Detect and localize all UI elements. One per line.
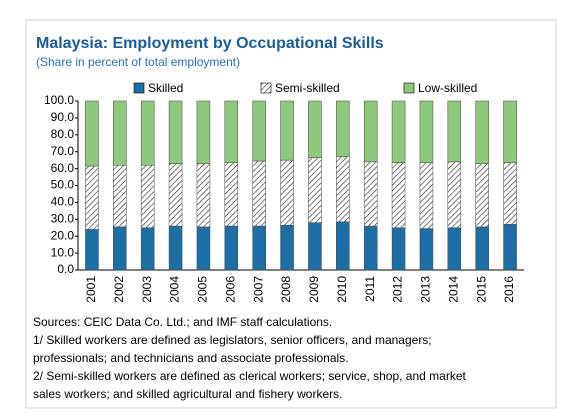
bar-segment (308, 100, 322, 158)
bar-segment (419, 228, 434, 271)
x-tick-label: 2009 (307, 276, 321, 303)
x-tick-label: 2002 (112, 276, 126, 303)
bar-segment (363, 225, 378, 271)
bar-segment (419, 100, 434, 163)
bar-segment (503, 162, 517, 225)
x-tick-label: 2001 (84, 276, 98, 303)
bar-segment (475, 226, 489, 271)
legend-label: Semi-skilled (275, 81, 340, 95)
x-tick-label: 2014 (446, 276, 460, 303)
note: sales workers; and skilled agricultural … (33, 387, 342, 401)
bar-segment (196, 100, 211, 164)
x-tick-label: 2016 (502, 276, 516, 303)
chart-subtitle: (Share in percent of total employment) (36, 55, 240, 69)
bar-segment (252, 225, 266, 271)
bar-segment (224, 162, 239, 227)
bar-segment (363, 161, 378, 227)
bar-segment (475, 163, 489, 228)
bar-segment (447, 227, 462, 271)
legend-swatch (260, 82, 272, 94)
x-tick-label: 2015 (474, 276, 488, 303)
bar-segment (85, 165, 99, 230)
bar-segment (336, 100, 350, 158)
bar-segment (280, 100, 294, 161)
note: 2/ Semi-skilled workers are defined as c… (33, 369, 466, 383)
note: Sources: CEIC Data Co. Ltd.; and IMF sta… (33, 315, 332, 329)
y-tick-label: 100.0 (44, 93, 74, 107)
bar-segment (140, 227, 155, 271)
bar-segment (280, 159, 294, 226)
bar-segment (168, 225, 183, 271)
bar-segment (252, 160, 266, 227)
bar-segment (113, 226, 127, 271)
bar-segment (447, 100, 462, 163)
bar-segment (224, 100, 239, 163)
y-tick-label: 60.0 (51, 161, 75, 175)
bar-segment (280, 224, 294, 271)
bar-segment (113, 100, 127, 166)
bar-segment (308, 222, 322, 271)
x-tick-label: 2003 (140, 276, 154, 303)
y-tick-label: 10.0 (51, 245, 75, 259)
bar-segment (85, 100, 99, 167)
bar-segment (503, 100, 517, 163)
bar-segment (252, 100, 266, 162)
legend-swatch (403, 82, 415, 94)
bar-segment (308, 157, 322, 223)
bar-segment (503, 224, 517, 271)
y-tick-label: 40.0 (51, 195, 75, 209)
legend-swatch (133, 82, 145, 94)
bar-segment (475, 100, 489, 164)
x-tick-label: 2012 (391, 276, 405, 303)
legend-label: Skilled (148, 81, 183, 95)
y-tick-label: 0.0 (57, 262, 74, 276)
y-tick-label: 20.0 (51, 228, 75, 242)
note: professionals; and technicians and assoc… (33, 351, 349, 365)
x-tick-label: 2007 (251, 276, 265, 303)
bar-segment (363, 100, 378, 163)
bar-segment (196, 163, 211, 228)
bar-segment (140, 164, 155, 228)
y-tick-label: 50.0 (51, 178, 75, 192)
bar-segment (419, 162, 434, 229)
bar-segment (196, 226, 211, 271)
bar-segment (336, 221, 350, 271)
bar-segment (140, 100, 155, 166)
x-tick-label: 2008 (279, 276, 293, 303)
x-tick-label: 2005 (196, 276, 210, 303)
bar-segment (113, 164, 127, 228)
bar-segment (85, 229, 99, 271)
bar-segment (168, 100, 183, 164)
bar-segment (447, 161, 462, 228)
bar-segment (391, 100, 406, 163)
bar-segment (391, 162, 406, 228)
note: 1/ Skilled workers are defined as legisl… (33, 333, 432, 347)
x-tick-label: 2004 (168, 276, 182, 303)
bar-segment (336, 156, 350, 223)
chart-title: Malaysia: Employment by Occupational Ski… (36, 35, 384, 52)
x-tick-label: 2011 (363, 276, 377, 302)
legend-label: Low-skilled (418, 81, 477, 95)
x-tick-label: 2010 (335, 276, 349, 303)
bar-segment (391, 227, 406, 271)
x-tick-label: 2013 (419, 276, 433, 303)
y-tick-label: 70.0 (51, 144, 75, 158)
y-tick-label: 80.0 (51, 127, 75, 141)
y-tick-label: 90.0 (51, 110, 75, 124)
x-tick-label: 2006 (223, 276, 237, 303)
y-tick-label: 30.0 (51, 211, 75, 225)
bar-segment (168, 163, 183, 227)
bar-segment (224, 225, 239, 271)
